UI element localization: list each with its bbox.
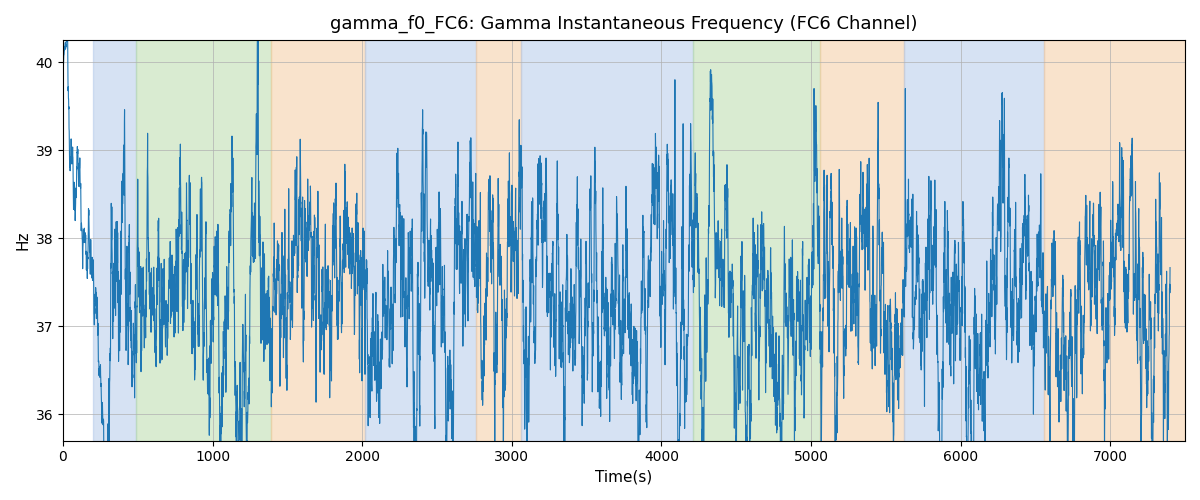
Bar (137, 40, 271, 440)
Y-axis label: Hz: Hz (16, 230, 30, 250)
X-axis label: Time(s): Time(s) (595, 470, 653, 485)
Title: gamma_f0_FC6: Gamma Instantaneous Frequency (FC6 Channel): gamma_f0_FC6: Gamma Instantaneous Freque… (330, 15, 918, 34)
Bar (271, 40, 365, 440)
Bar (92, 40, 137, 440)
Bar (1044, 40, 1186, 440)
Bar (820, 40, 904, 440)
Bar (365, 40, 476, 440)
Bar (476, 40, 521, 440)
Bar (692, 40, 820, 440)
Bar (904, 40, 1044, 440)
Bar (521, 40, 692, 440)
